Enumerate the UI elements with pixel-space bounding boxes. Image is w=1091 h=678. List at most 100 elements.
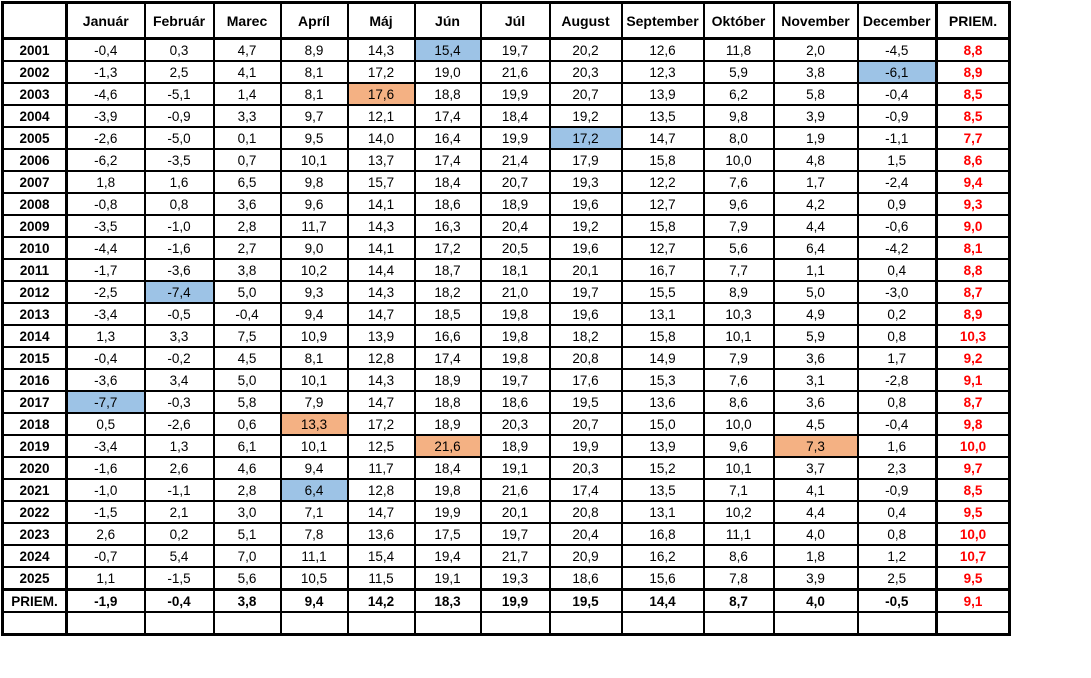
value-cell: 17,4 [413,148,482,172]
value-cell: 11,1 [279,544,349,568]
value-cell: 10,3 [702,302,775,326]
empty-cell [143,611,215,636]
value-cell: 16,2 [620,544,705,568]
value-cell: 18,2 [413,280,482,304]
row-2016: 2016 -3,6 3,4 5,0 10,1 14,3 18,9 19,7 17,6 15,3 7,… [1,368,1011,392]
value-cell: 19,8 [479,302,551,326]
value-cell: 14,7 [346,500,416,524]
value-cell: 0,7 [212,148,282,172]
value-cell: 19,4 [413,544,482,568]
value-cell: -0,3 [143,390,215,414]
value-cell: 6,2 [702,82,775,106]
value-cell: 19,6 [548,192,623,216]
row-2013: 2013 -3,4 -0,5 -0,4 9,4 14,7 18,5 19,8 19,6 13,1 1… [1,302,1011,326]
year-label: 2008 [1,192,68,216]
value-cell: 2,7 [212,236,282,260]
value-cell: 7,5 [212,324,282,348]
row-2007: 2007 1,8 1,6 6,5 9,8 15,7 18,4 20,7 19,3 12,2 7,6 1… [1,170,1011,194]
value-cell: -4,4 [65,236,146,260]
value-cell: -2,4 [856,170,938,194]
column-header-jul: Júl [479,1,551,40]
value-cell: 0,1 [212,126,282,150]
value-cell: 6,4 [772,236,859,260]
value-cell: 0,4 [856,500,938,524]
value-cell: 9,0 [935,214,1011,238]
average-row: PRIEM. -1,9 -0,4 3,8 9,4 14,2 18,3 19,9 19,5 14,4… [1,588,1011,613]
value-cell: 3,6 [772,390,859,414]
value-cell: 17,2 [548,126,623,150]
row-2005: 2005 -2,6 -5,0 0,1 9,5 14,0 16,4 19,9 17,2 14,7 8,… [1,126,1011,150]
value-cell: 17,6 [346,82,416,106]
value-cell: 2,8 [212,478,282,502]
empty-cell [702,611,775,636]
value-cell: 14,7 [346,302,416,326]
value-cell: 12,2 [620,170,705,194]
empty-cell [548,611,623,636]
value-cell: -2,5 [65,280,146,304]
value-cell: -1,1 [856,126,938,150]
value-cell: 8,1 [279,346,349,370]
value-cell: 14,3 [346,368,416,392]
value-cell: 21,7 [479,544,551,568]
value-cell: 5,6 [212,566,282,591]
value-cell: 7,7 [702,258,775,282]
empty-cell [65,611,146,636]
empty-cell [1,611,68,636]
value-cell: 9,1 [935,368,1011,392]
year-label: 2006 [1,148,68,172]
value-cell: 4,9 [772,302,859,326]
value-cell: 9,7 [935,456,1011,480]
empty-cell [413,611,482,636]
year-label: 2024 [1,544,68,568]
row-2006: 2006 -6,2 -3,5 0,7 10,1 13,7 17,4 21,4 17,9 15,8 1… [1,148,1011,172]
value-cell: 8,7 [935,390,1011,414]
value-cell: 1,4 [212,82,282,106]
value-cell: -3,6 [65,368,146,392]
value-cell: 14,3 [346,280,416,304]
value-cell: 9,0 [279,236,349,260]
year-label: 2020 [1,456,68,480]
year-label: 2005 [1,126,68,150]
value-cell: -0,8 [65,192,146,216]
value-cell: 15,3 [620,368,705,392]
value-cell: 9,3 [935,192,1011,216]
value-cell: 18,9 [479,192,551,216]
value-cell: 10,1 [279,368,349,392]
value-cell: 8,1 [279,82,349,106]
year-label: 2003 [1,82,68,106]
value-cell: 16,4 [413,126,482,150]
column-header-februar: Február [143,1,215,40]
value-cell: 3,1 [772,368,859,392]
value-cell: 1,8 [65,170,146,194]
value-cell: 19,9 [413,500,482,524]
value-cell: -3,5 [143,148,215,172]
empty-cell [620,611,705,636]
value-cell: 15,6 [620,566,705,591]
value-cell: 1,3 [143,434,215,458]
value-cell: 8,9 [279,37,349,62]
value-cell: 1,2 [856,544,938,568]
value-cell: 19,3 [548,170,623,194]
value-cell: 2,6 [65,522,146,546]
value-cell: 9,5 [279,126,349,150]
value-cell: 0,8 [143,192,215,216]
value-cell: 8,6 [935,148,1011,172]
year-label: 2010 [1,236,68,260]
value-cell: 19,9 [548,434,623,458]
value-cell: 2,1 [143,500,215,524]
value-cell: 19,3 [479,566,551,591]
value-cell: 9,3 [279,280,349,304]
value-cell: -0,4 [212,302,282,326]
value-cell: 20,3 [548,456,623,480]
column-header-november: November [772,1,859,40]
value-cell: 17,4 [413,346,482,370]
value-cell: 0,3 [143,37,215,62]
value-cell: 19,8 [479,324,551,348]
value-cell: 7,0 [212,544,282,568]
value-cell: 3,8 [212,588,282,613]
value-cell: 8,9 [935,302,1011,326]
value-cell: 20,1 [548,258,623,282]
value-cell: 15,0 [620,412,705,436]
value-cell: 10,2 [702,500,775,524]
year-label: 2011 [1,258,68,282]
